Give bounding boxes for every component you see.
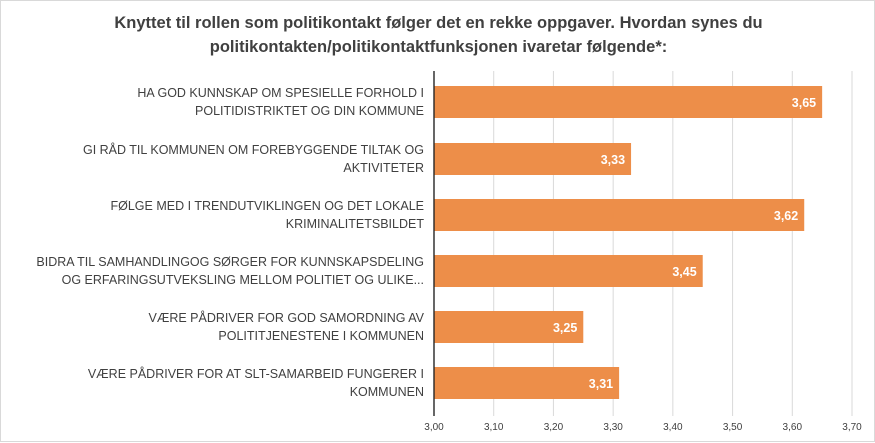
category-label-line: AKTIVITETER	[343, 161, 424, 175]
x-tick-label: 3,40	[663, 422, 683, 433]
category-label-line: POLITITJENESTENE I KOMMUNEN	[218, 329, 424, 343]
x-tick-label: 3,10	[484, 422, 504, 433]
bar-value-label: 3,62	[774, 209, 798, 223]
bar	[434, 86, 823, 118]
x-tick-label: 3,60	[783, 422, 803, 433]
category-label-line: HA GOD KUNNSKAP OM SPESIELLE FORHOLD I	[137, 86, 424, 100]
bar	[434, 143, 632, 175]
chart-title-line-1: Knyttet til rollen som politikontakt føl…	[114, 14, 763, 32]
category-label-line: FØLGE MED I TRENDUTVIKLINGEN OG DET LOKA…	[110, 199, 425, 213]
category-label: VÆRE PÅDRIVER FOR GOD SAMORDNING AV POLIT…	[0, 309, 424, 345]
chart-title: Knyttet til rollen som politikontakt føl…	[61, 11, 816, 59]
bar-value-label: 3,65	[792, 96, 816, 110]
bar-value-label: 3,31	[589, 377, 613, 391]
bar	[434, 255, 703, 287]
bar	[434, 367, 620, 399]
category-label-line: POLITIDISTRIKTET OG DIN KOMMUNE	[195, 104, 424, 118]
category-label: BIDRA TIL SAMHANDLINGOG SØRGER FOR KUNNS…	[0, 253, 424, 289]
category-label-line: GI RÅD TIL KOMMUNEN OM FOREBYGGENDE TILT…	[82, 143, 424, 157]
x-tick-label: 3,30	[603, 422, 623, 433]
category-label-line: KOMMUNEN	[349, 385, 424, 399]
x-tick-label: 3,00	[424, 422, 444, 433]
x-tick-label: 3,20	[544, 422, 564, 433]
category-label: GI RÅD TIL KOMMUNEN OM FOREBYGGENDE TILT…	[0, 141, 424, 177]
category-label-line: KRIMINALITETSBILDET	[285, 217, 424, 231]
category-label: FØLGE MED I TRENDUTVIKLINGEN OG DET LOKA…	[0, 197, 425, 233]
category-label-line: VÆRE PÅDRIVER FOR AT SLT-SAMARBEID FUNGE…	[87, 367, 424, 381]
bar-value-label: 3,25	[553, 321, 577, 335]
bar	[434, 311, 584, 343]
category-label: VÆRE PÅDRIVER FOR AT SLT-SAMARBEID FUNGE…	[0, 365, 424, 401]
chart-title-line-2: politikontakten/politikontaktfunksjonen …	[209, 38, 668, 56]
bar-value-label: 3,33	[601, 153, 625, 167]
bar	[434, 199, 805, 231]
category-label-line: BIDRA TIL SAMHANDLINGOG SØRGER FOR KUNNS…	[36, 255, 424, 269]
category-label: HA GOD KUNNSKAP OM SPESIELLE FORHOLD I PO…	[0, 84, 424, 120]
x-tick-label: 3,70	[842, 422, 862, 433]
bar-value-label: 3,45	[672, 265, 696, 279]
category-label-line: VÆRE PÅDRIVER FOR GOD SAMORDNING AV	[148, 311, 424, 325]
x-tick-label: 3,50	[723, 422, 743, 433]
category-label-line: OG ERFARINGSUTVEKSLING MELLOM POLITIET O…	[61, 273, 424, 287]
